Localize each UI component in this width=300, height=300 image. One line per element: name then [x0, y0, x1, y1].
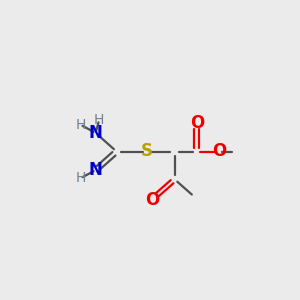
- Text: N: N: [89, 161, 103, 179]
- Text: S: S: [141, 142, 153, 160]
- Text: N: N: [89, 124, 103, 142]
- Text: O: O: [190, 114, 204, 132]
- Text: H: H: [75, 171, 86, 185]
- Text: O: O: [212, 142, 226, 160]
- Text: H: H: [94, 113, 104, 127]
- Text: O: O: [146, 190, 160, 208]
- Text: H: H: [75, 118, 86, 132]
